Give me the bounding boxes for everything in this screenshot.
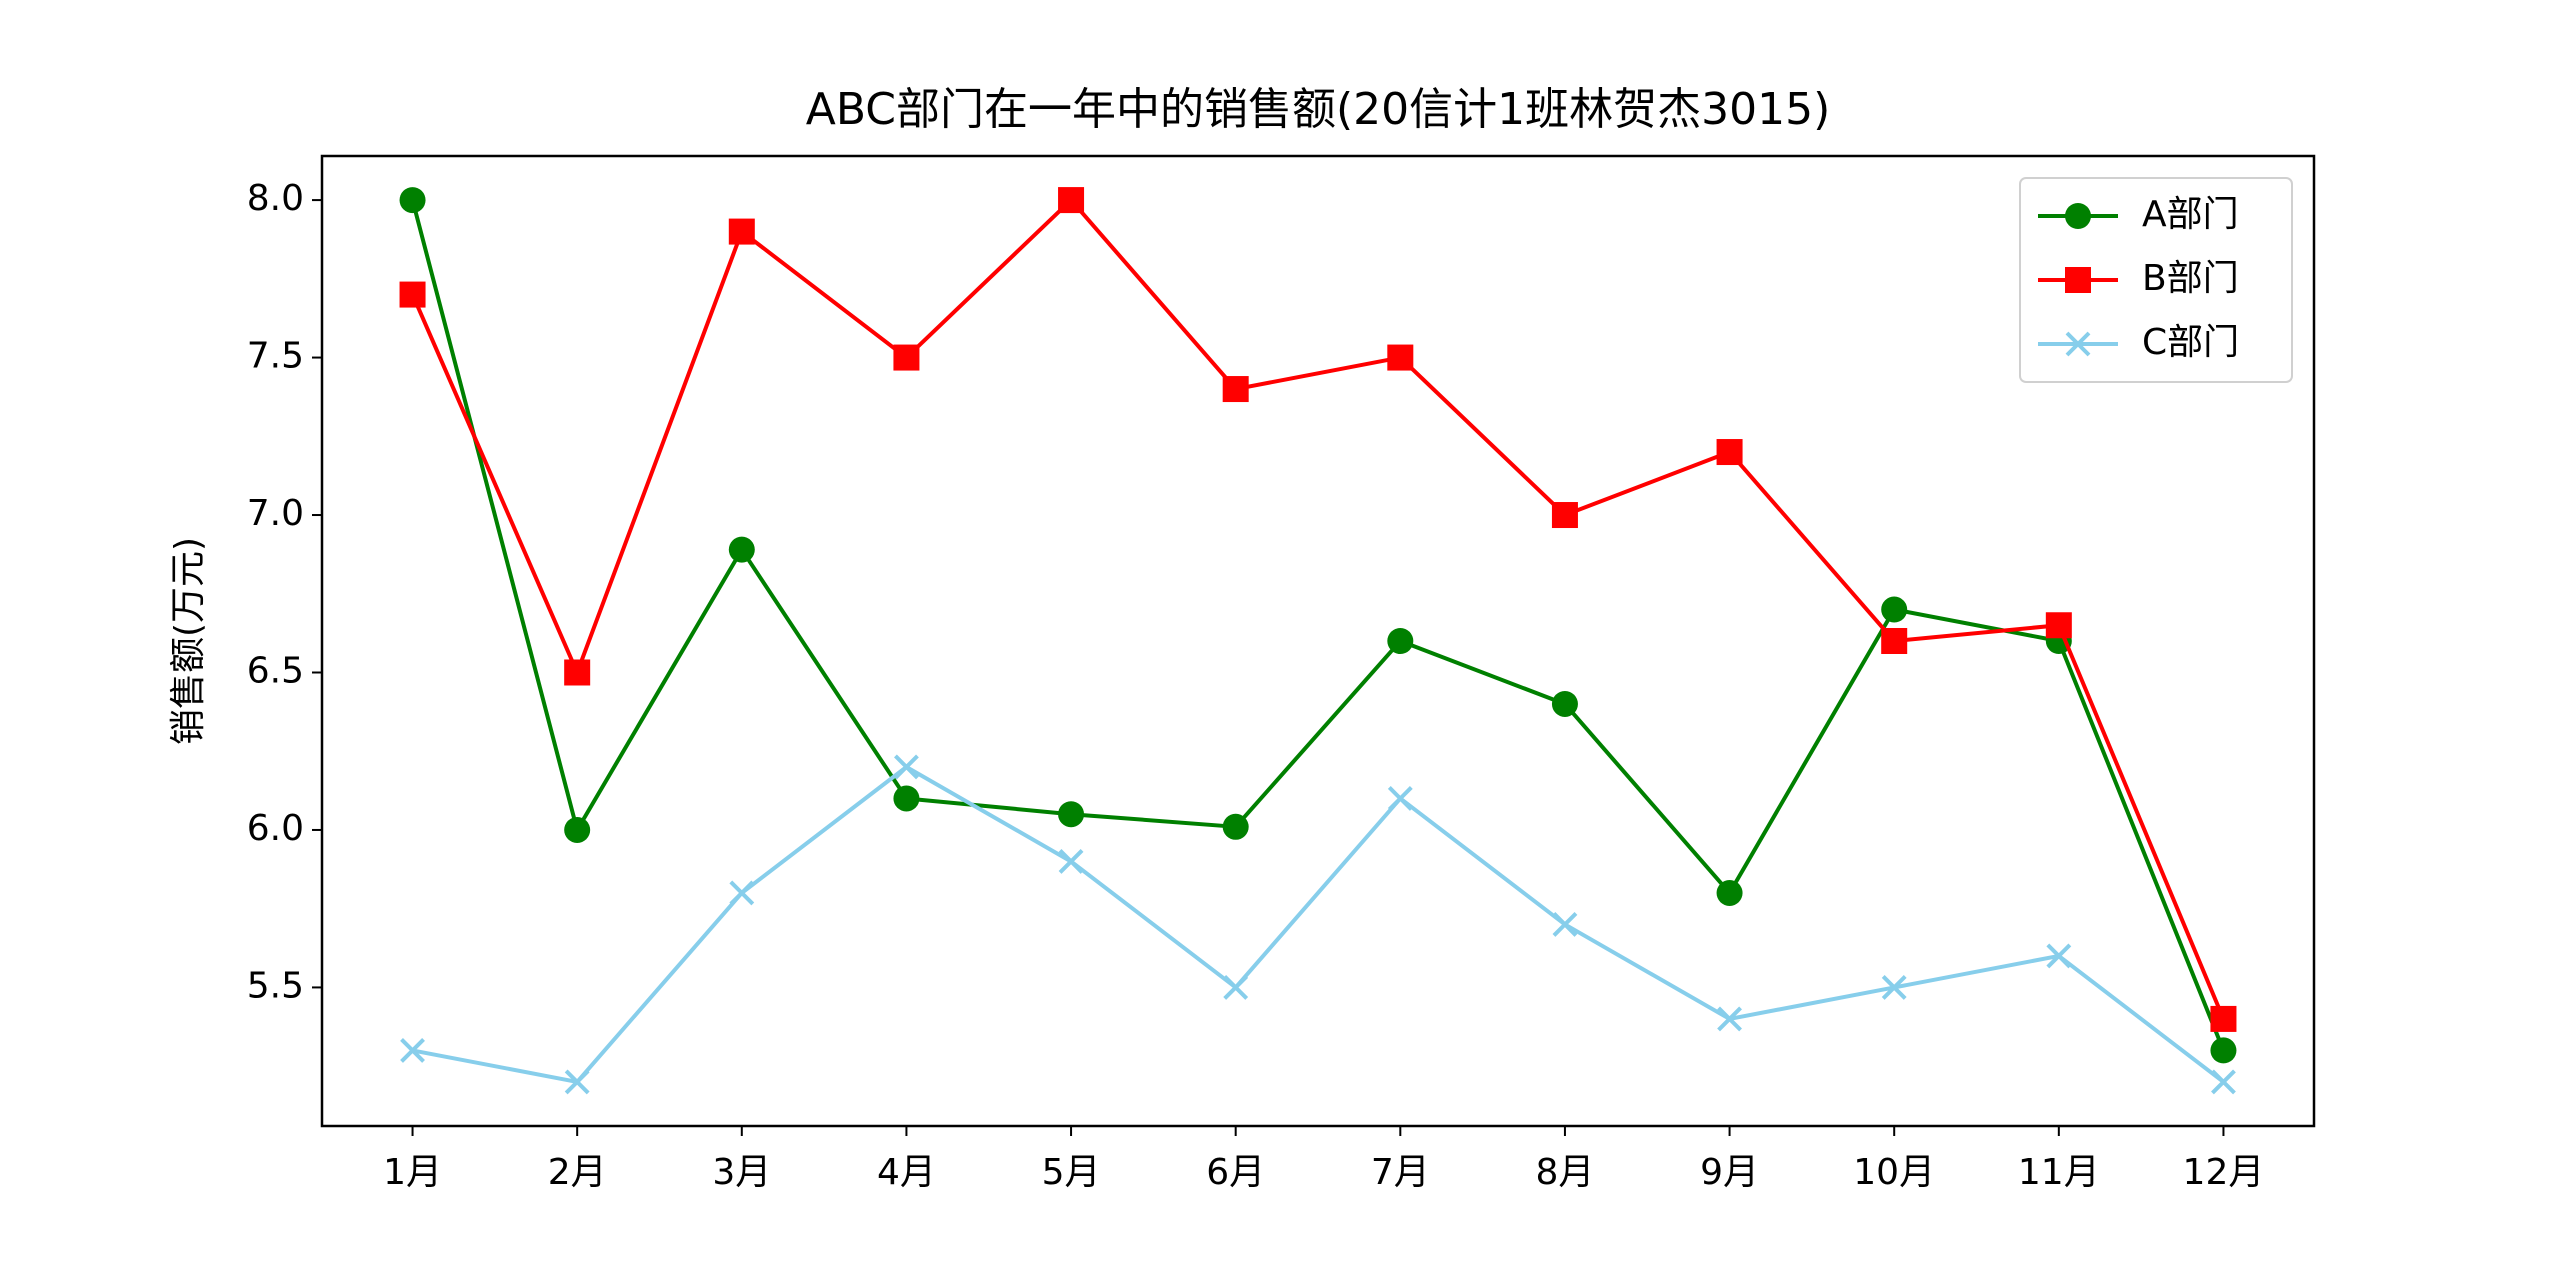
marker [2210, 1005, 2237, 1032]
y-tick-label: 5.5 [247, 965, 304, 1006]
marker [399, 281, 426, 308]
marker [1058, 849, 1084, 874]
x-tick-label: 9月 [1700, 1152, 1759, 1193]
x-tick-label: 10月 [1853, 1152, 1935, 1193]
legend-label: B部门 [2142, 258, 2239, 299]
marker [1716, 879, 1743, 906]
marker [1387, 786, 1413, 811]
marker [564, 816, 591, 843]
marker [2065, 203, 2091, 229]
data-line [410, 198, 2226, 1020]
y-tick-label: 6.5 [247, 650, 304, 691]
marker [893, 344, 920, 371]
marker [2210, 1037, 2237, 1064]
marker [1716, 439, 1743, 466]
marker [399, 187, 426, 214]
marker [1058, 801, 1085, 828]
marker [2211, 1069, 2236, 1095]
marker [1551, 502, 1578, 529]
marker [1223, 975, 1249, 1000]
x-tick-label: 4月 [877, 1152, 936, 1193]
marker [894, 754, 919, 780]
y-axis-label: 销售额(万元) [168, 537, 209, 745]
x-tick-label: 12月 [2183, 1152, 2265, 1193]
x-tick-label: 5月 [1042, 1152, 1101, 1193]
marker [2046, 943, 2072, 969]
marker [729, 880, 755, 906]
legend-label: C部门 [2142, 322, 2239, 363]
marker [564, 1069, 590, 1095]
plot-frame [320, 154, 2316, 1128]
marker [893, 785, 920, 812]
marker [1717, 1006, 1742, 1032]
legend-label: A部门 [2142, 194, 2239, 235]
marker [1881, 975, 1907, 1000]
marker [1222, 813, 1249, 840]
x-tick-label: 1月 [383, 1152, 442, 1193]
x-tick-label: 8月 [1535, 1152, 1594, 1193]
marker [728, 536, 755, 563]
marker [564, 659, 591, 686]
legend-box [2019, 177, 2293, 383]
y-tick-label: 7.0 [247, 493, 304, 534]
y-tick-label: 8.0 [247, 178, 304, 219]
x-tick-label: 3月 [712, 1152, 771, 1193]
marker [1551, 690, 1578, 717]
marker [2065, 267, 2091, 293]
x-tick-label: 2月 [548, 1152, 607, 1193]
marker [1222, 376, 1249, 403]
marker [2065, 331, 2091, 357]
chart-title: ABC部门在一年中的销售额(20信计1班林贺杰3015) [806, 84, 1831, 135]
y-tick-label: 6.0 [247, 808, 304, 849]
marker [2045, 612, 2072, 639]
legend: A部门 B部门 C部门 [2019, 177, 2293, 383]
x-tick-label: 6月 [1206, 1152, 1265, 1193]
marker [1881, 596, 1908, 623]
marker [1058, 187, 1085, 214]
data-line [412, 764, 2225, 1084]
marker [1552, 912, 1578, 937]
y-tick-label: 7.5 [247, 336, 304, 377]
marker [728, 218, 755, 245]
marker [1387, 628, 1414, 654]
marker [1881, 628, 1908, 654]
marker [400, 1038, 425, 1063]
data-line [410, 199, 2226, 1052]
x-tick-label: 7月 [1371, 1152, 1430, 1193]
marker [1387, 344, 1414, 371]
x-tick-label: 11月 [2018, 1152, 2100, 1193]
